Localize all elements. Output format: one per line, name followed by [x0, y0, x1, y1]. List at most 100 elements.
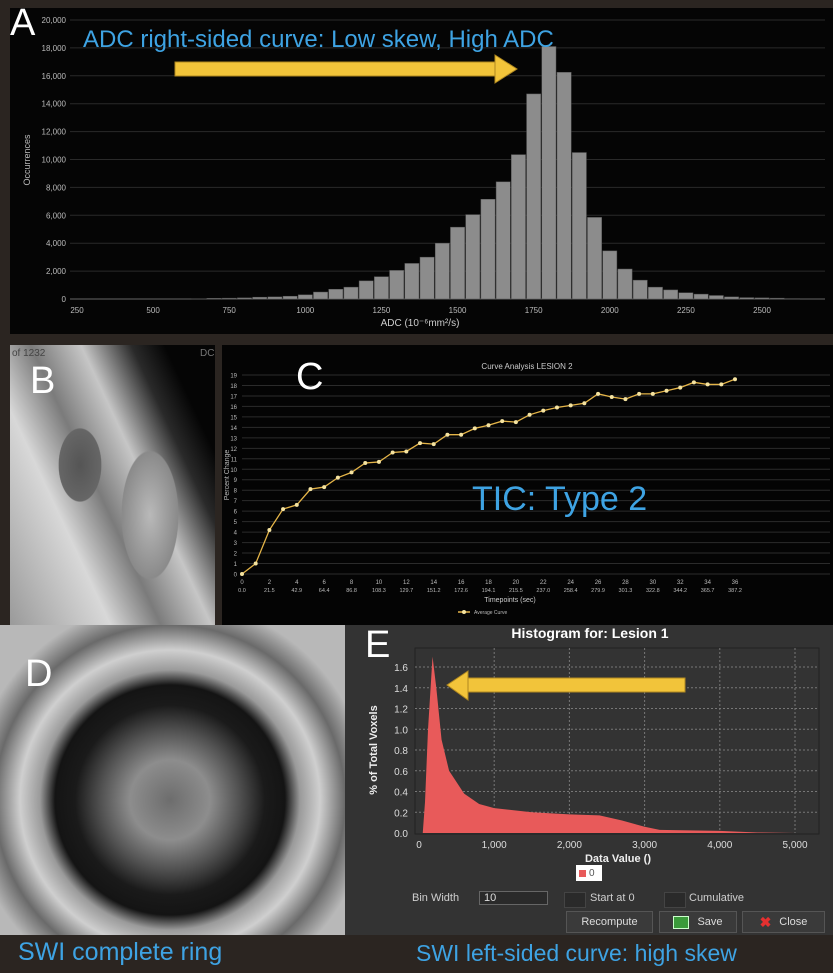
histogram-bar — [480, 199, 496, 300]
histogram-bar — [693, 293, 709, 300]
x-tick-seconds-label: 194.1 — [482, 588, 496, 594]
y-tick-label: 8 — [234, 489, 238, 495]
x-tick-seconds-label: 42.9 — [291, 588, 302, 594]
y-tick-label: 0.6 — [394, 767, 408, 778]
recompute-button[interactable]: Recompute — [566, 911, 653, 933]
y-tick-label: 1.0 — [394, 725, 408, 736]
data-point — [418, 441, 423, 446]
y-tick-label: 14 — [230, 426, 237, 432]
x-tick-label: 20 — [513, 580, 520, 586]
x-tick-label: 8 — [350, 580, 354, 586]
x-tick-seconds-label: 129.7 — [399, 588, 413, 594]
data-point — [240, 572, 244, 576]
bin-width-label: Bin Width — [412, 892, 460, 904]
caption-swi-skew: SWI left-sided curve: high skew — [416, 940, 737, 966]
bin-width-input[interactable]: 10 — [479, 891, 548, 905]
x-tick-label: 2 — [268, 580, 272, 586]
x-tick-seconds-label: 172.6 — [454, 588, 468, 594]
data-point — [459, 432, 464, 437]
histogram-bar — [587, 217, 602, 300]
data-point — [253, 561, 258, 566]
start-at-0-checkbox[interactable] — [564, 892, 586, 908]
x-tick-label: 5,000 — [782, 840, 807, 851]
x-tick-seconds-label: 322.8 — [646, 588, 660, 594]
data-point — [513, 420, 518, 425]
x-axis-label: Data Value () — [585, 853, 651, 865]
x-tick-label: 1000 — [296, 306, 314, 315]
data-point — [678, 385, 683, 390]
x-tick-label: 3,000 — [632, 840, 657, 851]
y-tick-label: 2,000 — [46, 267, 67, 276]
data-point — [376, 459, 381, 464]
histogram-bar — [267, 296, 283, 300]
data-point — [500, 419, 505, 424]
x-tick-label: 28 — [622, 580, 629, 586]
x-axis-label: Timepoints (sec) — [484, 597, 535, 604]
y-tick-label: 7 — [234, 499, 238, 505]
adc-annotation: ADC right-sided curve: Low skew, High AD… — [83, 26, 554, 53]
save-button[interactable]: Save — [659, 911, 737, 933]
histogram-bar — [465, 214, 481, 300]
y-tick-label: 3 — [234, 541, 238, 547]
data-point — [281, 507, 286, 512]
y-tick-label: 10,000 — [42, 156, 67, 165]
histogram-bar — [724, 296, 739, 300]
histogram-bar — [739, 297, 755, 300]
histogram-bar — [754, 297, 770, 300]
start-at-0-label: Start at 0 — [590, 892, 635, 904]
data-point — [431, 442, 436, 447]
data-point — [445, 432, 450, 437]
y-tick-label: 0.8 — [394, 746, 408, 757]
y-tick-label: 17 — [230, 394, 237, 400]
histogram-bar — [648, 286, 663, 300]
x-tick-seconds-label: 215.5 — [509, 588, 523, 594]
y-tick-label: 12,000 — [42, 128, 67, 137]
y-tick-label: 16,000 — [42, 72, 67, 81]
histogram-bar — [556, 72, 572, 300]
y-tick-label: 0.2 — [394, 808, 408, 819]
histogram-bar — [663, 289, 679, 300]
tic-annotation: TIC: Type 2 — [472, 480, 648, 518]
histogram-bar — [495, 181, 511, 300]
mri-sagittal-image — [10, 345, 215, 625]
histogram-bar — [252, 296, 268, 300]
x-tick-seconds-label: 108.3 — [372, 588, 386, 594]
x-tick-seconds-label: 64.4 — [319, 588, 330, 594]
x-tick-label: 26 — [595, 580, 602, 586]
y-tick-label: 1.6 — [394, 663, 408, 674]
y-tick-label: 0 — [234, 573, 238, 579]
histogram-area — [422, 656, 795, 833]
histogram-bar — [769, 297, 785, 300]
panel-label-d: D — [25, 653, 53, 695]
x-tick-label: 2500 — [753, 306, 771, 315]
cumulative-checkbox[interactable] — [664, 892, 686, 908]
y-tick-label: 4 — [234, 531, 238, 537]
histogram-bar — [404, 263, 420, 300]
y-tick-label: 14,000 — [42, 100, 67, 109]
x-tick-seconds-label: 237.0 — [536, 588, 550, 594]
x-tick-label: 1500 — [449, 306, 467, 315]
data-point — [404, 449, 409, 454]
legend-item: 0 — [576, 865, 602, 881]
close-button[interactable]: ✖ Close — [742, 911, 825, 933]
y-tick-label: 8,000 — [46, 183, 67, 192]
data-point — [719, 382, 724, 387]
histogram-bar — [708, 295, 724, 300]
x-tick-label: 1250 — [373, 306, 391, 315]
panel-label-a: A — [10, 2, 36, 44]
x-tick-label: 14 — [430, 580, 437, 586]
x-tick-label: 0 — [240, 580, 244, 586]
histogram-bar — [358, 280, 374, 300]
data-point — [363, 460, 368, 465]
x-tick-label: 4 — [295, 580, 299, 586]
x-tick-label: 16 — [458, 580, 465, 586]
x-tick-label: 6 — [322, 580, 326, 586]
histogram-bar — [389, 270, 405, 300]
data-point — [691, 380, 696, 385]
data-point — [267, 528, 272, 533]
panel-label-e: E — [365, 624, 391, 666]
histogram-bar — [617, 268, 633, 300]
data-point — [705, 382, 710, 387]
x-tick-seconds-label: 0.0 — [238, 588, 246, 594]
